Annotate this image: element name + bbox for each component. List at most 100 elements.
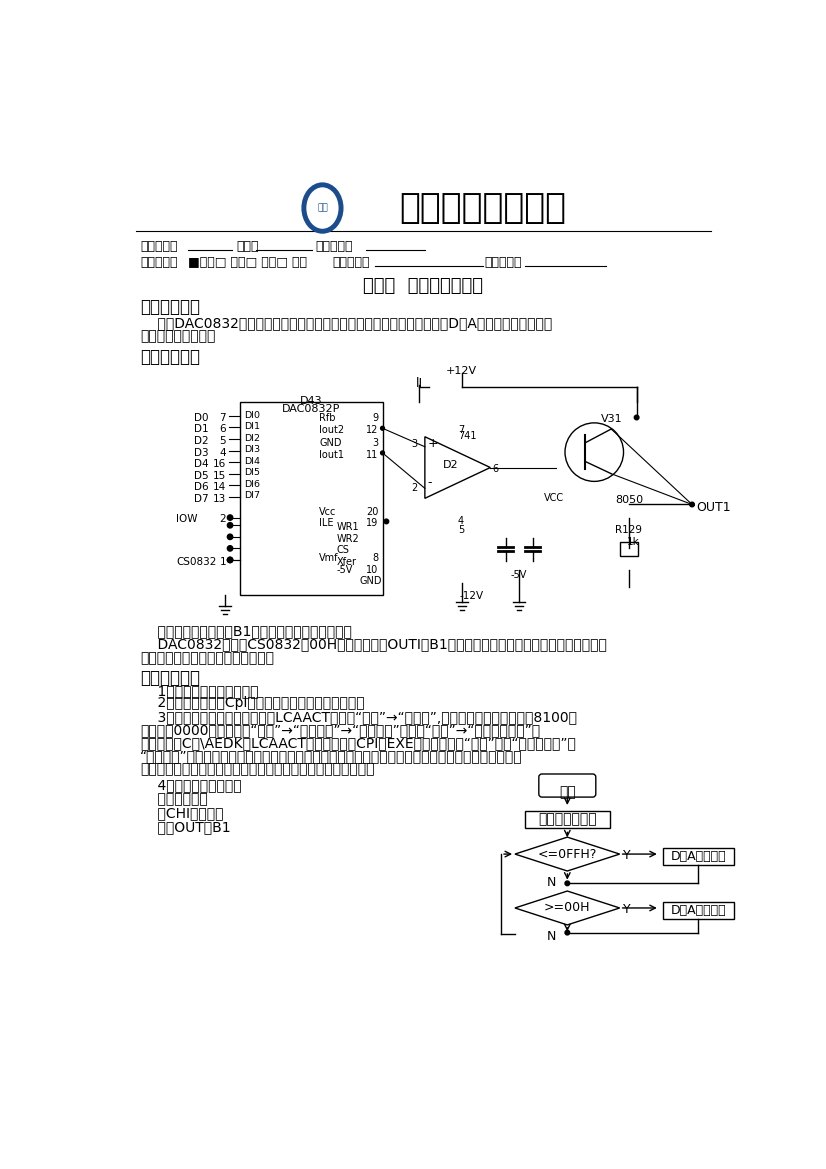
Text: 用虚拟示波器: 用虚拟示波器: [140, 793, 207, 807]
Circle shape: [227, 546, 233, 551]
Text: 2: 2: [220, 514, 226, 525]
Text: D6: D6: [194, 482, 208, 492]
Text: N: N: [547, 877, 557, 890]
Text: 实验成绩：: 实验成绩：: [484, 256, 522, 269]
Text: DI4: DI4: [244, 457, 260, 465]
Text: R129: R129: [615, 525, 643, 535]
Circle shape: [384, 519, 389, 524]
Polygon shape: [515, 837, 620, 871]
Text: 5: 5: [458, 525, 464, 535]
Text: D4: D4: [194, 459, 208, 469]
Text: >=00H: >=00H: [544, 901, 591, 914]
Text: WR1: WR1: [336, 523, 359, 532]
Circle shape: [227, 558, 233, 562]
Text: 3: 3: [373, 437, 378, 448]
Circle shape: [381, 427, 384, 430]
Text: D43: D43: [300, 396, 322, 406]
Polygon shape: [425, 437, 491, 498]
Text: 本实验加载C：\AEDK＼LCAACT＼试验软件＼CPI．EXE，然后选择在“工具”栏中“软件示波器”中: 本实验加载C：\AEDK＼LCAACT＼试验软件＼CPI．EXE，然后选择在“工…: [140, 736, 576, 750]
Text: -: -: [427, 477, 432, 490]
Ellipse shape: [302, 184, 343, 233]
Text: 南昌大学实验报告: 南昌大学实验报告: [399, 191, 566, 226]
Text: +: +: [427, 437, 438, 450]
Text: 5: 5: [220, 436, 226, 445]
Text: 出周期性的三角波。: 出周期性的三角波。: [140, 330, 216, 344]
Text: DI1: DI1: [244, 422, 260, 431]
Text: D／A输出并增: D／A输出并增: [671, 850, 726, 863]
Text: Rfb: Rfb: [320, 413, 336, 423]
Text: Xfer: Xfer: [336, 556, 356, 567]
Circle shape: [227, 558, 233, 562]
Text: 11: 11: [367, 450, 378, 459]
Text: 开始: 开始: [559, 786, 576, 800]
Text: 同时要注意三角波要分两段来产生。: 同时要注意三角波要分两段来产生。: [140, 651, 274, 665]
Text: D2: D2: [443, 459, 458, 470]
FancyBboxPatch shape: [539, 774, 596, 797]
Text: DI0: DI0: [244, 410, 260, 420]
Text: DI6: DI6: [244, 479, 260, 489]
Text: D2: D2: [194, 436, 208, 445]
Text: 南大: 南大: [317, 203, 328, 213]
Text: GND: GND: [359, 576, 382, 586]
Text: 实验类型：: 实验类型：: [140, 256, 178, 269]
Text: -12V: -12V: [459, 590, 483, 601]
Text: Y: Y: [623, 902, 630, 915]
Circle shape: [381, 451, 384, 455]
Text: WR2: WR2: [336, 534, 359, 544]
Text: 偏移地址0000。然后选择“设置”→“环境参数”→“普通示波”，选择“工具”→“加载目标文件”，: 偏移地址0000。然后选择“设置”→“环境参数”→“普通示波”，选择“工具”→“…: [140, 724, 540, 738]
Text: D3: D3: [194, 448, 208, 457]
Circle shape: [690, 503, 695, 507]
Text: V31: V31: [601, 414, 622, 423]
Text: D0: D0: [194, 413, 208, 423]
Text: 1k: 1k: [626, 537, 639, 547]
Text: ■验证□ 综合□ 设计□ 创新: ■验证□ 综合□ 设计□ 创新: [188, 256, 307, 269]
Text: Vmf: Vmf: [320, 553, 339, 563]
Text: 7: 7: [458, 426, 464, 435]
Text: D7: D7: [194, 493, 208, 504]
Circle shape: [634, 415, 639, 420]
Text: 专业班级：: 专业班级：: [316, 241, 353, 254]
Text: 实验一  数／模转换实验: 实验一 数／模转换实验: [363, 277, 483, 296]
Text: GND: GND: [320, 437, 342, 448]
Text: 15: 15: [213, 471, 226, 480]
Bar: [620, 542, 638, 556]
Text: CS0832: CS0832: [176, 556, 216, 567]
Text: 6: 6: [492, 464, 499, 475]
Text: 一．实验要求: 一．实验要求: [140, 298, 200, 316]
Text: 掌握DAC0832芯片的性能、使用方法及对应的硬件电路。编写程序控制D／A输出的波形，使其输: 掌握DAC0832芯片的性能、使用方法及对应的硬件电路。编写程序控制D／A输出的…: [140, 316, 553, 330]
Text: VCC: VCC: [544, 493, 564, 503]
Text: 6: 6: [220, 424, 226, 435]
Text: 10: 10: [367, 565, 378, 574]
Text: 实验日期：: 实验日期：: [332, 256, 370, 269]
Text: D5: D5: [194, 471, 208, 480]
Circle shape: [227, 523, 233, 528]
Circle shape: [565, 931, 570, 935]
Text: DI7: DI7: [244, 491, 260, 500]
Polygon shape: [515, 891, 620, 925]
Text: 3: 3: [411, 440, 417, 449]
Text: 4: 4: [458, 516, 464, 526]
Circle shape: [227, 534, 233, 540]
Text: 2、示例程序：见Cpl源文件，程序流程如下图所示。: 2、示例程序：见Cpl源文件，程序流程如下图所示。: [140, 697, 364, 711]
Text: 序要根据实验的不同而不同。如果以后用到该方法，不再赘述。: 序要根据实验的不同而不同。如果以后用到该方法，不再赘述。: [140, 762, 374, 776]
Circle shape: [227, 514, 233, 520]
Text: DI3: DI3: [244, 445, 260, 455]
Text: 学号：: 学号：: [236, 241, 259, 254]
Text: 电路实现见主板模块B1，具体说明请见用户手册。: 电路实现见主板模块B1，具体说明请见用户手册。: [140, 624, 352, 638]
Text: 16: 16: [213, 459, 226, 469]
Text: 三．实验步骤: 三．实验步骤: [140, 669, 200, 686]
Text: 9: 9: [373, 413, 378, 423]
Text: ILE: ILE: [320, 518, 334, 528]
Text: 设置初始电平为: 设置初始电平为: [538, 812, 596, 826]
Text: D1: D1: [194, 424, 208, 435]
Text: Iout1: Iout1: [320, 450, 344, 459]
Text: 4: 4: [220, 448, 226, 457]
Text: 8: 8: [373, 553, 378, 563]
Text: OUT1: OUT1: [696, 500, 731, 513]
Text: Vcc: Vcc: [320, 507, 337, 517]
Text: 14: 14: [213, 482, 226, 492]
Text: 19: 19: [367, 518, 378, 528]
Text: DI5: DI5: [244, 469, 260, 477]
Bar: [662, 901, 733, 919]
Text: （CHI）观察输: （CHI）观察输: [140, 807, 224, 821]
